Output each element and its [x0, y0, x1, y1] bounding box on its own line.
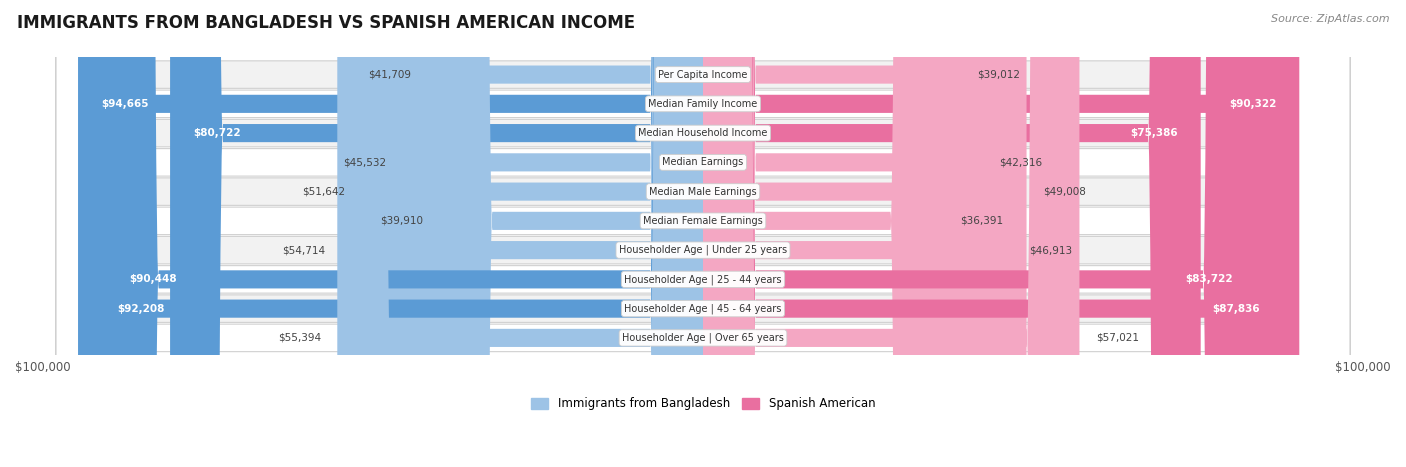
Text: $90,322: $90,322 [1229, 99, 1277, 109]
Text: $45,532: $45,532 [343, 157, 385, 167]
Text: $39,012: $39,012 [977, 70, 1021, 79]
Text: $49,008: $49,008 [1043, 187, 1085, 197]
Text: $90,448: $90,448 [129, 275, 177, 284]
Text: IMMIGRANTS FROM BANGLADESH VS SPANISH AMERICAN INCOME: IMMIGRANTS FROM BANGLADESH VS SPANISH AM… [17, 14, 636, 32]
FancyBboxPatch shape [342, 0, 703, 467]
Text: Median Family Income: Median Family Income [648, 99, 758, 109]
FancyBboxPatch shape [105, 0, 703, 467]
FancyBboxPatch shape [56, 0, 1350, 467]
FancyBboxPatch shape [703, 0, 1201, 467]
Text: Source: ZipAtlas.com: Source: ZipAtlas.com [1271, 14, 1389, 24]
FancyBboxPatch shape [56, 0, 1350, 467]
Text: $92,208: $92,208 [117, 304, 165, 314]
Text: $41,709: $41,709 [368, 70, 411, 79]
FancyBboxPatch shape [427, 0, 703, 467]
FancyBboxPatch shape [703, 0, 1256, 467]
Text: $39,910: $39,910 [380, 216, 423, 226]
FancyBboxPatch shape [94, 0, 703, 467]
Text: $94,665: $94,665 [101, 99, 149, 109]
Text: $57,021: $57,021 [1095, 333, 1139, 343]
FancyBboxPatch shape [363, 0, 703, 467]
FancyBboxPatch shape [56, 0, 1350, 467]
FancyBboxPatch shape [703, 0, 983, 467]
FancyBboxPatch shape [703, 0, 1012, 467]
FancyBboxPatch shape [56, 0, 1350, 467]
FancyBboxPatch shape [56, 0, 1350, 467]
FancyBboxPatch shape [79, 0, 703, 467]
Text: $75,386: $75,386 [1130, 128, 1178, 138]
Text: $46,913: $46,913 [1029, 245, 1073, 255]
FancyBboxPatch shape [703, 0, 1299, 467]
FancyBboxPatch shape [703, 0, 1080, 467]
FancyBboxPatch shape [440, 0, 703, 467]
FancyBboxPatch shape [56, 0, 1350, 467]
FancyBboxPatch shape [170, 0, 703, 467]
Text: $87,836: $87,836 [1212, 304, 1260, 314]
Text: $55,394: $55,394 [277, 333, 321, 343]
Legend: Immigrants from Bangladesh, Spanish American: Immigrants from Bangladesh, Spanish Amer… [526, 393, 880, 415]
Text: Householder Age | 25 - 44 years: Householder Age | 25 - 44 years [624, 274, 782, 284]
FancyBboxPatch shape [703, 0, 1282, 467]
Text: Householder Age | Over 65 years: Householder Age | Over 65 years [621, 333, 785, 343]
Text: Median Household Income: Median Household Income [638, 128, 768, 138]
Text: Householder Age | Under 25 years: Householder Age | Under 25 years [619, 245, 787, 255]
Text: $42,316: $42,316 [998, 157, 1042, 167]
Text: Median Earnings: Median Earnings [662, 157, 744, 167]
Text: Householder Age | 45 - 64 years: Householder Age | 45 - 64 years [624, 304, 782, 314]
FancyBboxPatch shape [402, 0, 703, 467]
Text: Per Capita Income: Per Capita Income [658, 70, 748, 79]
Text: Median Female Earnings: Median Female Earnings [643, 216, 763, 226]
FancyBboxPatch shape [703, 0, 943, 467]
FancyBboxPatch shape [56, 0, 1350, 467]
FancyBboxPatch shape [56, 0, 1350, 467]
Text: Median Male Earnings: Median Male Earnings [650, 187, 756, 197]
FancyBboxPatch shape [703, 0, 1026, 467]
FancyBboxPatch shape [703, 0, 960, 467]
Text: $36,391: $36,391 [960, 216, 1002, 226]
Text: $80,722: $80,722 [193, 128, 240, 138]
FancyBboxPatch shape [56, 0, 1350, 467]
Text: $54,714: $54,714 [283, 245, 325, 255]
Text: $51,642: $51,642 [302, 187, 346, 197]
FancyBboxPatch shape [56, 0, 1350, 467]
FancyBboxPatch shape [337, 0, 703, 467]
Text: $83,722: $83,722 [1185, 275, 1233, 284]
